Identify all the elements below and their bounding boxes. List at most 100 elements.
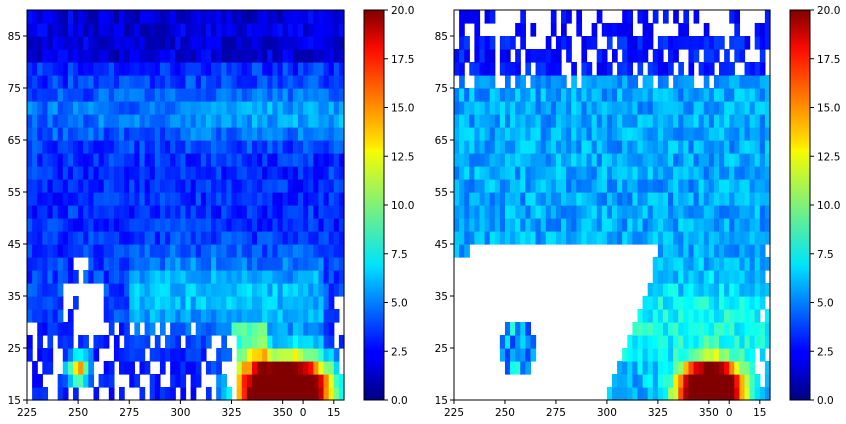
- heatmap-cell: [555, 36, 562, 50]
- heatmap-cell: [98, 114, 105, 128]
- heatmap-cell: [37, 296, 43, 310]
- heatmap-cell: [277, 62, 284, 76]
- heatmap-cell: [124, 127, 130, 141]
- heatmap-cell: [698, 179, 705, 193]
- heatmap-cell: [124, 140, 130, 154]
- heatmap-cell: [729, 62, 735, 76]
- heatmap-cell: [134, 114, 141, 128]
- heatmap-cell: [708, 140, 715, 154]
- heatmap-cell: [338, 205, 345, 219]
- heatmap-cell: [190, 348, 197, 362]
- heatmap-cell: [606, 166, 613, 180]
- heatmap-cell: [668, 153, 674, 167]
- heatmap-cell: [144, 88, 151, 102]
- heatmap-cell: [734, 179, 741, 193]
- heatmap-cell: [246, 75, 253, 89]
- heatmap-cell: [139, 49, 146, 63]
- heatmap-cell: [272, 10, 279, 24]
- heatmap-cell: [673, 36, 679, 50]
- heatmap-cell: [93, 205, 100, 219]
- heatmap-cell: [124, 114, 130, 128]
- heatmap-cell: [88, 36, 95, 50]
- heatmap-cell: [652, 127, 659, 141]
- heatmap-cell: [211, 36, 217, 50]
- heatmap-cell: [754, 179, 761, 193]
- heatmap-cell: [159, 218, 166, 232]
- heatmap-cell: [576, 101, 583, 115]
- heatmap-cell: [277, 192, 284, 206]
- heatmap-cell: [251, 114, 258, 128]
- heatmap-cell: [32, 49, 38, 63]
- heatmap-cell: [637, 231, 644, 245]
- heatmap-cell: [241, 322, 248, 336]
- heatmap-cell: [180, 205, 187, 219]
- heatmap-cell: [37, 244, 43, 258]
- heatmap-cell: [668, 283, 674, 297]
- heatmap-cell: [652, 296, 659, 310]
- heatmap-cell: [93, 23, 100, 37]
- heatmap-cell: [262, 140, 268, 154]
- heatmap-cell: [251, 36, 258, 50]
- heatmap-cell: [459, 62, 465, 76]
- heatmap-cell: [657, 322, 664, 336]
- heatmap-cell: [221, 10, 227, 24]
- heatmap-cell: [754, 88, 761, 102]
- heatmap-cell: [703, 179, 710, 193]
- heatmap-cell: [175, 75, 181, 89]
- heatmap-cell: [144, 244, 151, 258]
- heatmap-cell: [231, 205, 238, 219]
- heatmap-cell: [165, 88, 171, 102]
- heatmap-cell: [282, 127, 289, 141]
- heatmap-cell: [170, 335, 176, 349]
- heatmap-cell: [236, 75, 243, 89]
- heatmap-cell: [632, 88, 639, 102]
- heatmap-cell: [561, 192, 567, 206]
- heatmap-cell: [175, 257, 181, 271]
- heatmap-cell: [678, 296, 684, 310]
- heatmap-cell: [257, 192, 263, 206]
- heatmap-cell: [333, 10, 340, 24]
- heatmap-cell: [719, 309, 725, 323]
- heatmap-cell: [586, 179, 593, 193]
- heatmap-cell: [683, 348, 690, 362]
- heatmap-cell: [119, 231, 125, 245]
- heatmap-cell: [32, 296, 38, 310]
- heatmap-cell: [338, 374, 345, 388]
- heatmap-cell: [303, 374, 309, 388]
- heatmap-cell: [251, 283, 258, 297]
- heatmap-cell: [708, 309, 715, 323]
- heatmap-cell: [303, 140, 309, 154]
- heatmap-cell: [246, 231, 253, 245]
- heatmap-cell: [647, 335, 654, 349]
- heatmap-cell: [257, 88, 263, 102]
- heatmap-cell: [469, 88, 475, 102]
- heatmap-cell: [165, 205, 171, 219]
- heatmap-cell: [764, 387, 771, 401]
- heatmap-cell: [231, 10, 238, 24]
- heatmap-cell: [27, 309, 33, 323]
- heatmap-cell: [297, 348, 304, 362]
- heatmap-cell: [739, 36, 746, 50]
- heatmap-cell: [632, 218, 639, 232]
- heatmap-cell: [323, 153, 330, 167]
- heatmap-cell: [200, 218, 207, 232]
- heatmap-cell: [78, 75, 84, 89]
- heatmap-cell: [241, 140, 248, 154]
- x-tick-label: 15: [327, 407, 340, 419]
- heatmap-cell: [42, 114, 49, 128]
- heatmap-cell: [545, 101, 552, 115]
- heatmap-cell: [328, 361, 335, 375]
- heatmap-cell: [221, 49, 227, 63]
- heatmap-cell: [226, 88, 233, 102]
- heatmap-cell: [673, 322, 679, 336]
- heatmap-cell: [571, 231, 577, 245]
- heatmap-cell: [657, 140, 664, 154]
- heatmap-cell: [622, 231, 628, 245]
- heatmap-cell: [571, 62, 577, 76]
- heatmap-cell: [159, 101, 166, 115]
- heatmap-cell: [308, 36, 314, 50]
- heatmap-cell: [262, 348, 268, 362]
- heatmap-cell: [652, 62, 659, 76]
- heatmap-cell: [180, 283, 187, 297]
